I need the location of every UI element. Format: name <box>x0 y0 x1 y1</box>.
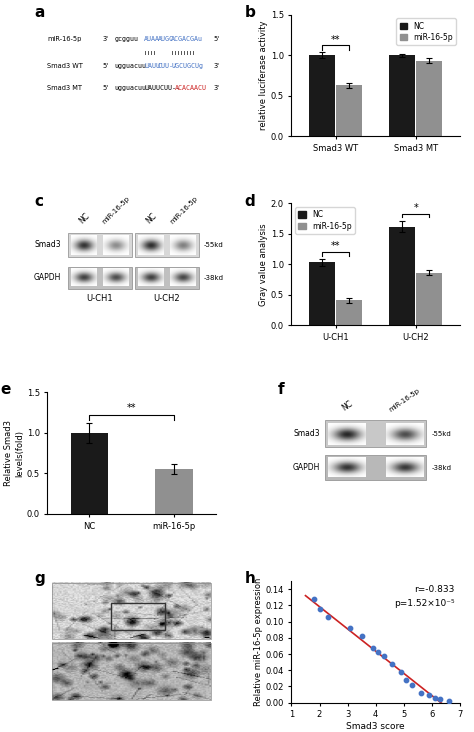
Bar <box>325 455 426 480</box>
Point <box>358 630 365 642</box>
Text: ugguacuu: ugguacuu <box>115 63 147 69</box>
Text: d: d <box>244 194 255 209</box>
Text: e: e <box>0 382 10 397</box>
Text: NC: NC <box>340 399 354 413</box>
Y-axis label: relative luciferase activity: relative luciferase activity <box>259 20 268 130</box>
Text: 3': 3' <box>103 36 109 42</box>
Text: NC: NC <box>145 212 159 225</box>
Text: b: b <box>244 5 255 20</box>
Text: ugguacuu: ugguacuu <box>115 85 147 91</box>
Text: ACACAACU: ACACAACU <box>174 85 207 91</box>
Text: c: c <box>34 194 43 209</box>
Bar <box>337 300 362 325</box>
Text: -55kd: -55kd <box>431 430 451 436</box>
Point <box>408 679 416 691</box>
Text: UAUU: UAUU <box>144 63 160 69</box>
Bar <box>155 469 192 514</box>
Text: -55kd: -55kd <box>204 242 224 248</box>
Text: **: ** <box>331 34 340 45</box>
Text: U-CH2: U-CH2 <box>154 294 180 303</box>
Point <box>310 593 318 605</box>
Point <box>403 674 410 686</box>
Text: gcgguu: gcgguu <box>115 36 139 42</box>
Text: AUAA: AUAA <box>144 36 160 42</box>
Text: GAPDH: GAPDH <box>293 463 320 472</box>
Text: -38kd: -38kd <box>204 274 224 280</box>
Text: U-CH1: U-CH1 <box>86 294 113 303</box>
Text: *: * <box>413 203 418 212</box>
Bar <box>111 603 165 630</box>
Text: miR-16-5p: miR-16-5p <box>388 387 421 413</box>
Bar <box>389 55 415 136</box>
Bar <box>337 85 362 136</box>
Text: 3': 3' <box>213 85 219 91</box>
Text: p=1.52×10⁻⁵: p=1.52×10⁻⁵ <box>394 600 455 608</box>
Text: miR-16-5p: miR-16-5p <box>47 36 82 42</box>
Text: h: h <box>244 571 255 586</box>
Text: -38kd: -38kd <box>431 465 451 471</box>
Point <box>431 692 438 703</box>
Text: 3': 3' <box>213 63 219 69</box>
Point <box>346 622 354 634</box>
Y-axis label: Gray value analysis: Gray value analysis <box>259 223 268 305</box>
Bar <box>68 266 132 288</box>
Bar <box>417 61 442 136</box>
Point <box>425 690 433 701</box>
Text: NC: NC <box>77 212 91 225</box>
Text: **: ** <box>127 403 137 414</box>
Point <box>316 603 323 615</box>
Point <box>445 695 452 707</box>
Bar <box>417 273 442 325</box>
Text: AUGC: AUGC <box>158 36 173 42</box>
Text: 5': 5' <box>213 36 219 42</box>
Point <box>380 650 388 662</box>
Text: **: ** <box>331 241 340 251</box>
Point <box>397 666 405 678</box>
Text: 5': 5' <box>103 63 109 69</box>
Bar <box>389 226 415 325</box>
Legend: NC, miR-16-5p: NC, miR-16-5p <box>295 207 355 234</box>
Text: g: g <box>34 571 45 586</box>
Point <box>437 694 444 706</box>
Bar <box>53 583 210 639</box>
Text: GAPDH: GAPDH <box>34 273 61 283</box>
Legend: NC, miR-16-5p: NC, miR-16-5p <box>396 18 456 45</box>
Text: miR-16-5p: miR-16-5p <box>169 195 199 225</box>
Text: f: f <box>278 382 284 397</box>
Bar <box>71 433 109 514</box>
Text: Smad3 WT: Smad3 WT <box>47 63 83 69</box>
Point <box>389 658 396 670</box>
Bar <box>135 266 199 288</box>
Text: Smad3: Smad3 <box>293 429 320 438</box>
X-axis label: Smad3 score: Smad3 score <box>346 722 405 731</box>
Bar <box>53 643 210 701</box>
Y-axis label: Relative miR-16-5p expression: Relative miR-16-5p expression <box>254 578 263 706</box>
Bar <box>68 233 132 257</box>
Text: Smad3 MT: Smad3 MT <box>47 85 82 91</box>
Text: 5': 5' <box>103 85 109 91</box>
Text: ACGACGAu: ACGACGAu <box>171 36 203 42</box>
Point <box>374 646 382 658</box>
Bar <box>309 263 335 325</box>
Text: a: a <box>34 5 44 20</box>
Bar <box>325 420 426 447</box>
Point <box>324 612 332 624</box>
Text: CUU--: CUU-- <box>158 63 178 69</box>
Text: miR-16-5p: miR-16-5p <box>101 195 131 225</box>
Y-axis label: Relative Smad3
levels(fold): Relative Smad3 levels(fold) <box>4 420 24 486</box>
Point <box>369 642 377 654</box>
Text: UGCUGCUg: UGCUGCUg <box>171 63 203 69</box>
Text: Smad3: Smad3 <box>34 240 61 250</box>
Text: UAUUCUU--: UAUUCUU-- <box>144 85 180 91</box>
Bar <box>309 55 335 136</box>
Bar <box>135 233 199 257</box>
Point <box>417 687 424 699</box>
Text: r=-0.833: r=-0.833 <box>414 585 455 594</box>
